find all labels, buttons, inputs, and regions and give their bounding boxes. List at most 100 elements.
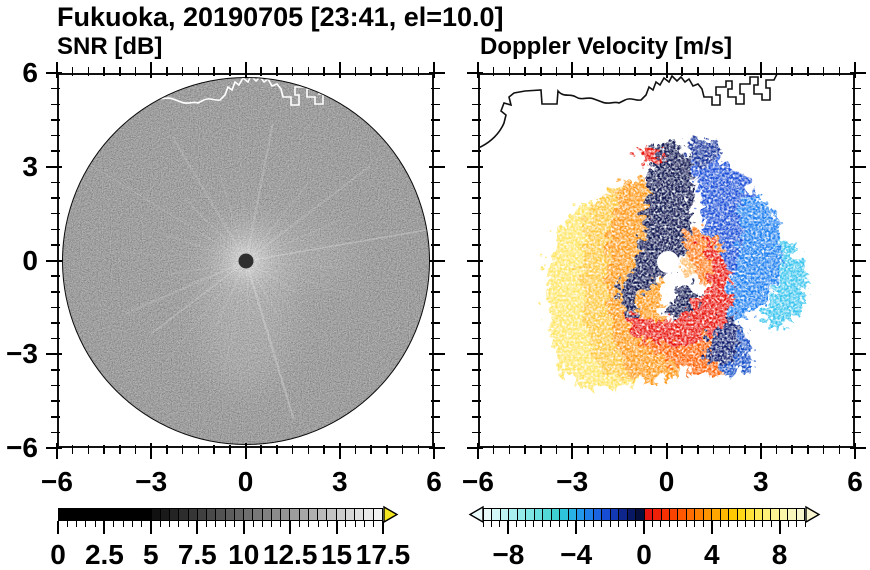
colorbar-tick <box>187 521 189 527</box>
colorbar-segment <box>336 509 346 520</box>
colorbar-tick <box>677 521 679 527</box>
colorbar-segment <box>754 509 763 520</box>
colorbar-tick <box>373 521 375 527</box>
axis-tick <box>852 197 861 199</box>
axis-tick <box>433 62 435 78</box>
velocity-panel <box>478 73 855 448</box>
colorbar-over-arrow <box>383 505 399 524</box>
axis-tick <box>822 445 825 454</box>
colorbar-segment <box>543 509 552 520</box>
axis-tick <box>429 353 445 356</box>
x-tick-label: 3 <box>331 466 348 497</box>
colorbar-tick <box>618 521 620 527</box>
axis-tick <box>181 445 184 454</box>
axis-tick <box>852 212 861 215</box>
axis-tick <box>431 275 440 277</box>
colorbar-tick-label: 17.5 <box>355 539 411 570</box>
axis-tick <box>291 445 294 454</box>
axis-tick <box>417 67 420 76</box>
axis-tick <box>370 445 372 454</box>
x-tick-label: 0 <box>658 466 675 497</box>
colorbar-tick <box>516 521 518 527</box>
axis-tick <box>524 67 526 76</box>
colorbar-segment <box>653 509 662 520</box>
axis-tick <box>71 445 74 454</box>
colorbar-tick <box>753 521 755 527</box>
colorbar-tick <box>224 521 226 527</box>
axis-tick <box>71 67 74 76</box>
colorbar-segment <box>364 509 374 520</box>
axis-tick <box>51 119 60 121</box>
colorbar-segment <box>355 509 365 520</box>
figure-title: Fukuoka, 20190705 [23:41, el=10.0] <box>57 2 504 32</box>
axis-tick <box>276 445 278 454</box>
axis-tick <box>602 445 605 454</box>
colorbar-segment <box>779 509 789 520</box>
axis-tick <box>775 445 778 454</box>
colorbar-tick <box>601 521 603 527</box>
axis-tick <box>838 67 841 76</box>
axis-tick <box>51 197 60 199</box>
colorbar-tick-label: −4 <box>560 539 593 570</box>
colorbar-tick <box>635 521 637 527</box>
axis-tick <box>681 67 683 76</box>
axis-tick <box>854 62 856 78</box>
axis-tick <box>650 67 652 76</box>
axis-tick <box>852 384 861 387</box>
colorbar-segment <box>509 509 518 520</box>
velocity-panel-subtitle: Doppler Velocity [m/s] <box>480 33 733 60</box>
axis-tick <box>472 337 481 340</box>
axis-tick <box>852 181 861 184</box>
axis-tick <box>51 322 60 324</box>
colorbar-tick <box>668 521 670 527</box>
axis-tick <box>291 67 294 76</box>
axis-tick <box>431 416 440 418</box>
colorbar-tick <box>584 521 586 527</box>
axis-tick <box>354 67 357 76</box>
y-tick-label: −3 <box>6 338 38 370</box>
axis-tick <box>665 62 668 78</box>
colorbar-segment <box>160 509 170 520</box>
axis-tick <box>508 67 511 76</box>
colorbar-segment <box>86 509 96 520</box>
colorbar-tick <box>85 521 87 527</box>
colorbar-segment <box>244 509 254 520</box>
axis-tick <box>540 67 542 76</box>
axis-tick <box>197 445 200 454</box>
axis-tick <box>634 67 636 76</box>
axis-tick <box>850 353 866 356</box>
colorbar-segment <box>729 509 738 520</box>
colorbar-segment <box>661 509 670 520</box>
axis-tick <box>323 445 325 454</box>
colorbar-segment <box>281 509 291 520</box>
axis-tick <box>51 103 60 105</box>
colorbar-segment <box>216 509 226 520</box>
axis-tick <box>46 353 62 356</box>
axis-tick <box>524 445 526 454</box>
colorbar-tick <box>178 521 180 527</box>
colorbar-tick <box>94 521 96 527</box>
axis-tick <box>276 67 278 76</box>
colorbar-segment <box>737 509 747 520</box>
colorbar-major-tick <box>382 521 384 534</box>
colorbar-tick-label: 8 <box>771 539 788 570</box>
axis-tick <box>467 353 483 356</box>
axis-tick <box>650 445 652 454</box>
colorbar-under-arrow <box>468 505 484 524</box>
colorbar-segment <box>197 509 207 520</box>
colorbar-segment <box>636 509 645 520</box>
colorbar-segment <box>345 509 355 520</box>
axis-tick <box>103 445 105 454</box>
axis-tick <box>838 445 841 454</box>
axis-tick <box>555 67 558 76</box>
colorbar-major-tick <box>710 521 713 534</box>
x-tick-label: −3 <box>556 466 589 497</box>
axis-tick <box>852 150 861 152</box>
colorbar-segment <box>96 509 106 520</box>
axis-tick <box>508 445 511 454</box>
colorbar-tick <box>694 521 696 527</box>
axis-tick <box>150 443 153 459</box>
axis-tick <box>134 67 137 76</box>
axis-tick <box>854 443 856 459</box>
axis-tick <box>852 291 861 293</box>
